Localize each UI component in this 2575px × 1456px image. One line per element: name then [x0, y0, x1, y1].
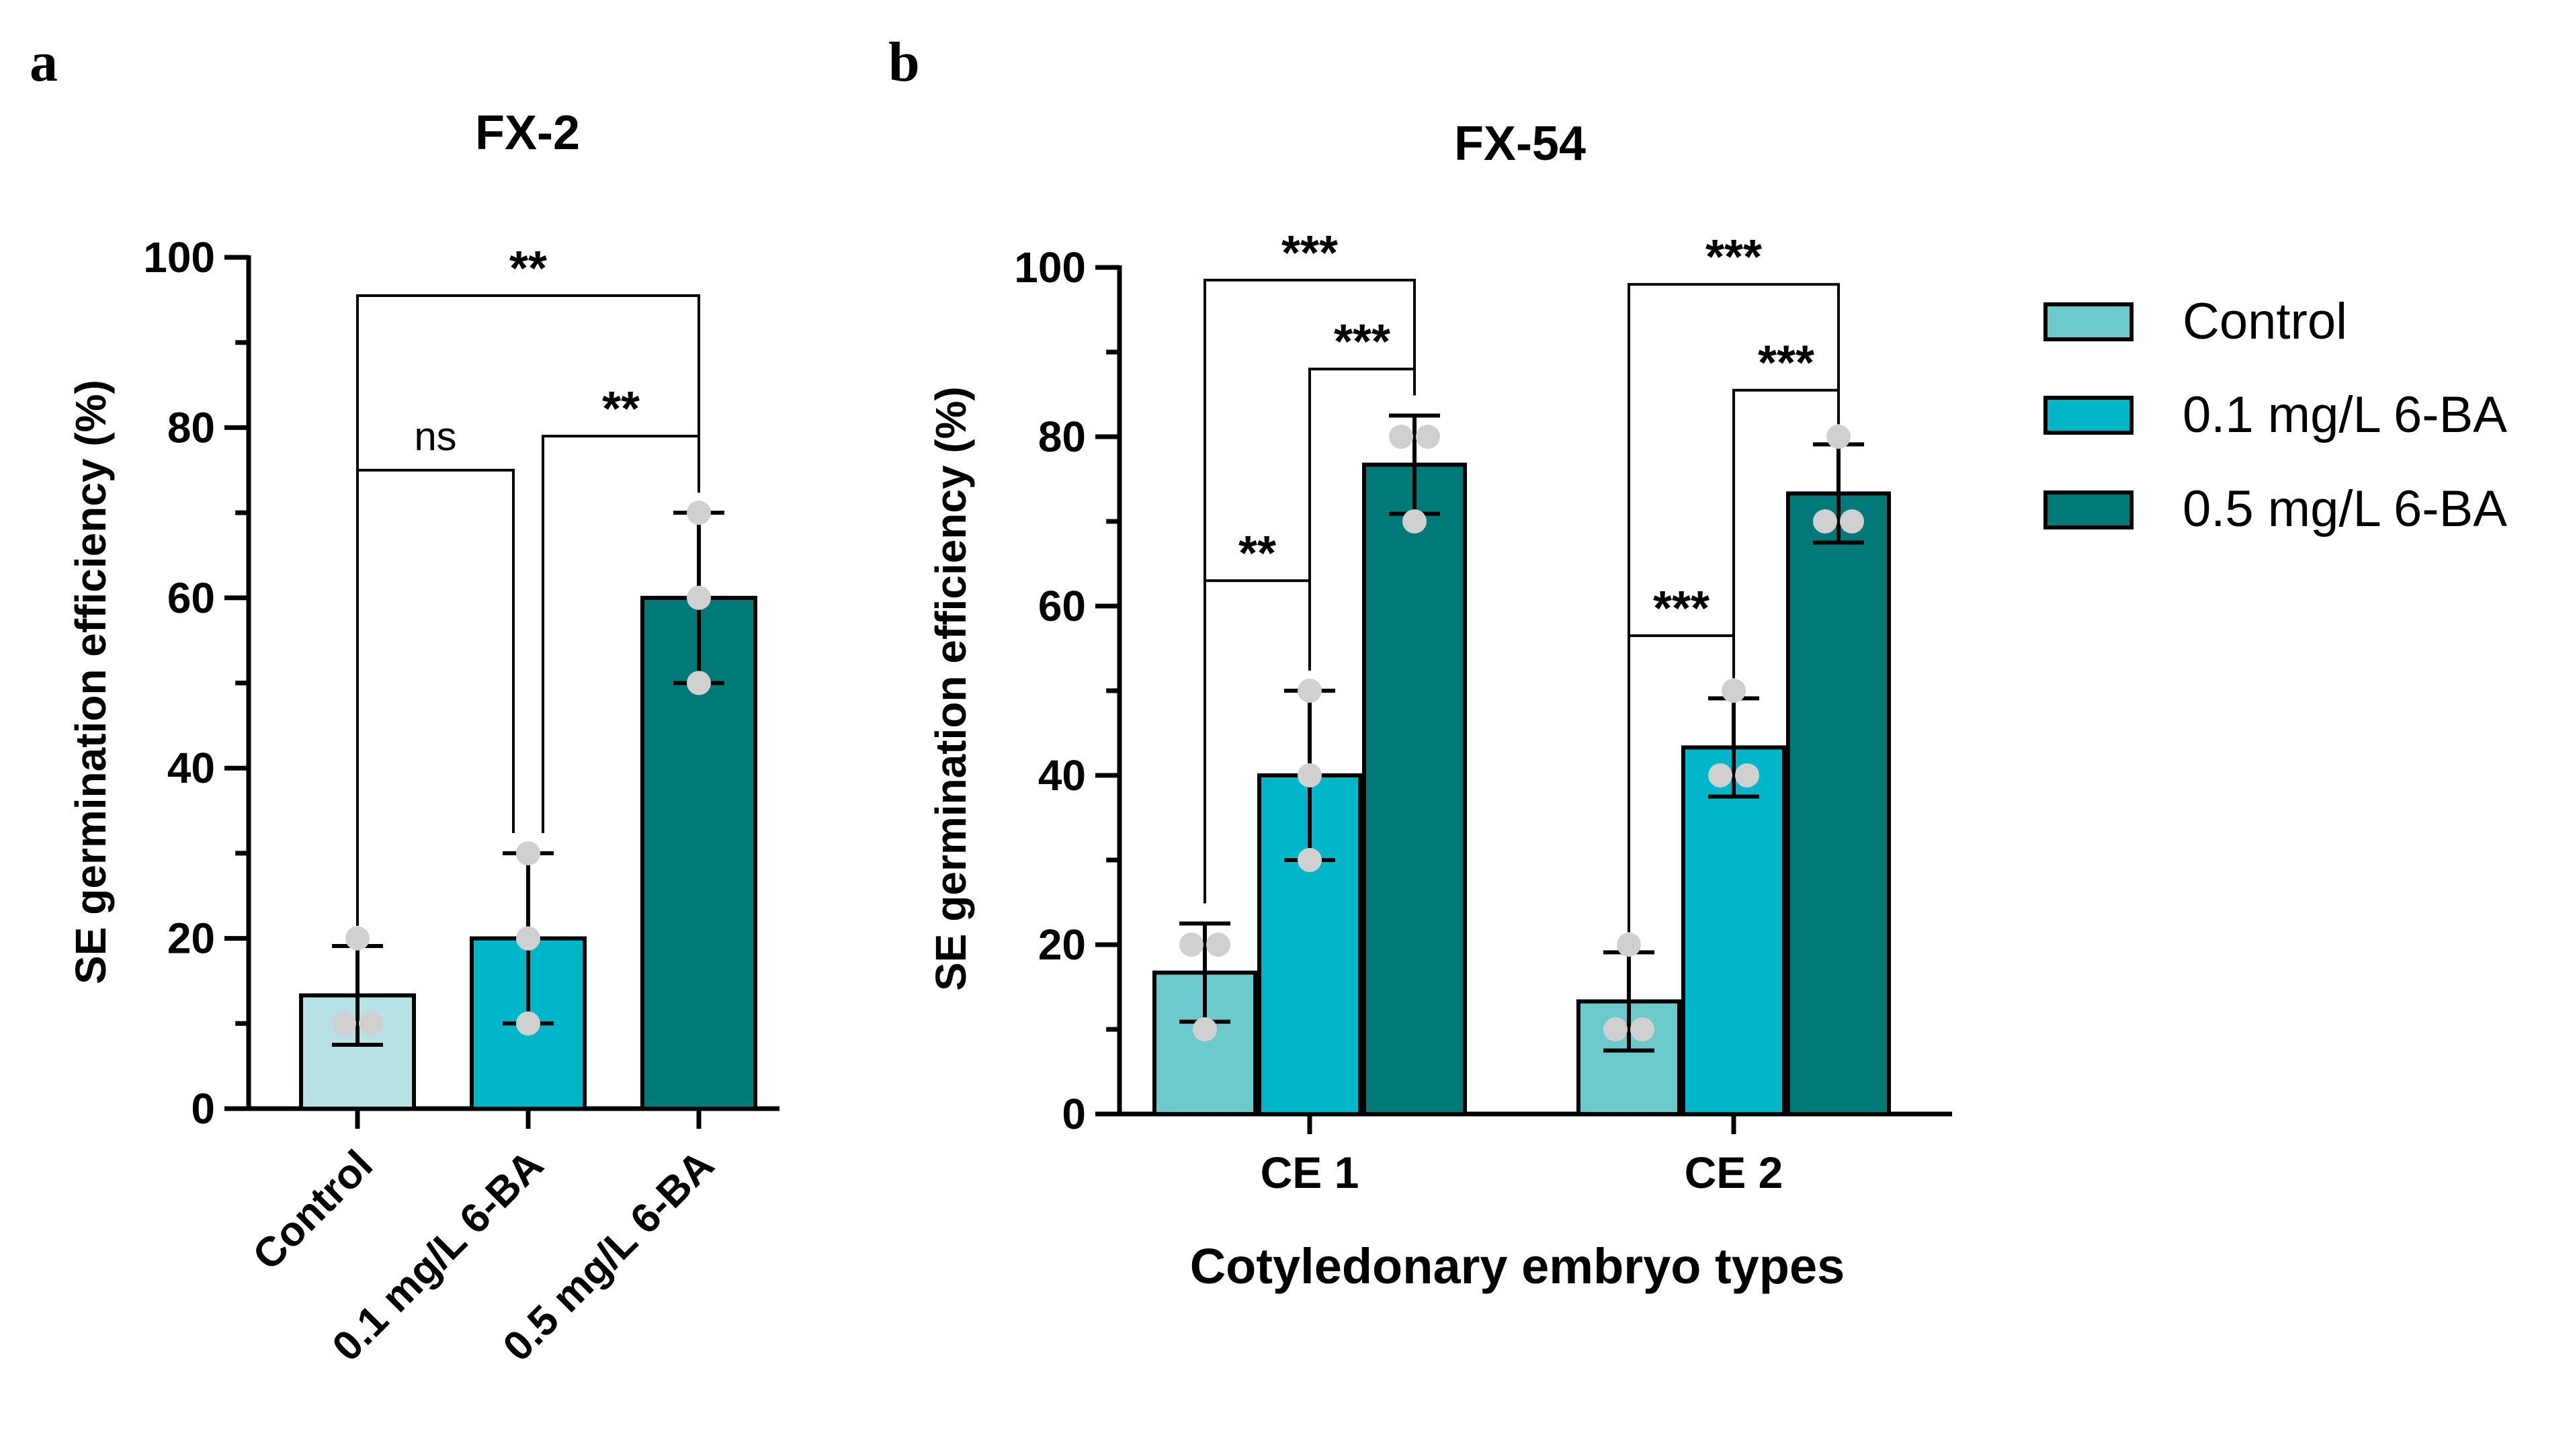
y-tick-label-fx54: 0: [1062, 1090, 1086, 1138]
data-point-fx2-2: [687, 585, 711, 610]
sig-bracket-fx2-0: [356, 468, 515, 926]
x-tick-label-fx54: CE 2: [1685, 1148, 1783, 1197]
chart-fx54: FX-54 SE germination efficiency (%) Coty…: [927, 117, 1952, 1294]
legend: Control 0.1 mg/L 6-BA 0.5 mg/L 6-BA: [2043, 293, 2507, 538]
legend-swatch-low: [2043, 396, 2134, 435]
data-point-fx2-0: [359, 1011, 383, 1036]
y-tick-label-fx2: 20: [167, 914, 215, 963]
y-tick-label-fx2: 0: [191, 1084, 215, 1133]
data-point-fx2-0: [332, 1011, 356, 1036]
data-point-fx54-0-0: [1193, 1017, 1217, 1041]
x-tick-label-fx54: CE 1: [1261, 1148, 1359, 1197]
y-axis-title-fx54: SE germination efficiency (%): [927, 386, 975, 991]
data-point-fx54-0-2: [1389, 425, 1413, 449]
axes-fx54: 0 20 40 60 80 100: [1014, 243, 1952, 1138]
legend-label-high: 0.5 mg/L 6-BA: [2183, 480, 2507, 538]
y-tick-label-fx54: 80: [1038, 413, 1086, 461]
sig-label-fx54-5: ***: [1705, 230, 1762, 284]
y-tick-label-fx2: 60: [167, 574, 215, 622]
chart-title-fx2: FX-2: [475, 106, 580, 160]
bars-fx54: CE 1 CE 2: [1152, 413, 1891, 1197]
legend-swatch-high: [2043, 490, 2134, 529]
sig-label-fx2-0: ns: [414, 414, 456, 459]
data-point-fx54-0-2: [1416, 425, 1440, 449]
sig-label-fx54-3: ***: [1653, 582, 1709, 636]
data-point-fx54-1-2: [1813, 509, 1837, 533]
data-point-fx54-0-1: [1298, 679, 1322, 703]
y-tick-label-fx54: 100: [1014, 243, 1086, 292]
data-point-fx54-1-2: [1826, 425, 1851, 449]
panel-label-a: a: [30, 31, 58, 93]
y-tick-label-fx2: 100: [143, 233, 215, 282]
chart-title-fx54: FX-54: [1454, 117, 1586, 171]
sig-label-fx2-2: **: [509, 242, 547, 296]
data-point-fx2-1: [516, 1011, 540, 1036]
y-tick-label-fx54: 40: [1038, 751, 1086, 800]
data-point-fx54-1-1: [1722, 679, 1746, 703]
bar-fx54-1-2: [1786, 491, 1891, 1116]
bar-fx54-0-2: [1362, 462, 1467, 1116]
x-axis-title-fx54: Cotyledonary embryo types: [1190, 1238, 1845, 1294]
data-point-fx2-2: [687, 671, 711, 695]
panel-label-b: b: [888, 31, 920, 93]
y-tick-label-fx54: 20: [1038, 920, 1086, 969]
sig-label-fx54-1: ***: [1334, 315, 1390, 369]
x-tick-label-fx2: Control: [244, 1142, 382, 1279]
bar-fx54-1-1: [1681, 745, 1786, 1117]
data-point-fx54-1-1: [1735, 763, 1759, 787]
sig-bracket-fx54-2: [1204, 278, 1416, 904]
y-axis-title-fx2: SE germination efficiency (%): [67, 380, 115, 984]
data-point-fx2-2: [687, 501, 711, 525]
data-point-fx54-0-1: [1298, 848, 1322, 872]
legend-swatch-control: [2043, 302, 2134, 341]
sig-label-fx54-4: ***: [1758, 337, 1814, 390]
data-point-fx54-0-1: [1298, 763, 1322, 787]
y-tick-label-fx54: 60: [1038, 582, 1086, 630]
data-point-fx54-1-0: [1630, 1017, 1654, 1041]
sig-label-fx2-1: **: [602, 382, 640, 436]
y-tick-label-fx2: 40: [167, 744, 215, 792]
data-point-fx54-0-2: [1402, 509, 1427, 533]
data-point-fx54-1-0: [1617, 933, 1641, 957]
data-point-fx54-1-2: [1840, 509, 1864, 533]
data-point-fx54-0-0: [1179, 933, 1204, 957]
data-point-fx2-0: [345, 926, 370, 951]
data-point-fx2-1: [516, 841, 540, 865]
sig-bracket-fx2-2: [356, 294, 700, 926]
data-point-fx2-1: [516, 926, 540, 951]
significance-fx54: *****************: [1204, 226, 1840, 933]
data-point-fx54-0-0: [1206, 933, 1230, 957]
sig-label-fx54-2: ***: [1281, 226, 1338, 280]
sig-bracket-fx54-5: [1628, 283, 1840, 933]
significance-fx2: ns ** **: [356, 242, 700, 926]
y-tick-label-fx2: 80: [167, 403, 215, 452]
legend-label-low: 0.1 mg/L 6-BA: [2183, 386, 2507, 443]
legend-label-control: Control: [2183, 293, 2347, 350]
chart-fx2: FX-2 SE germination efficiency (%) 0 20 40…: [67, 106, 779, 1370]
data-point-fx54-1-1: [1708, 763, 1732, 787]
sig-label-fx54-0: **: [1238, 527, 1276, 581]
axes-fx2: 0 20 40 60 80 100: [143, 233, 779, 1133]
data-point-fx54-1-0: [1603, 1017, 1628, 1041]
